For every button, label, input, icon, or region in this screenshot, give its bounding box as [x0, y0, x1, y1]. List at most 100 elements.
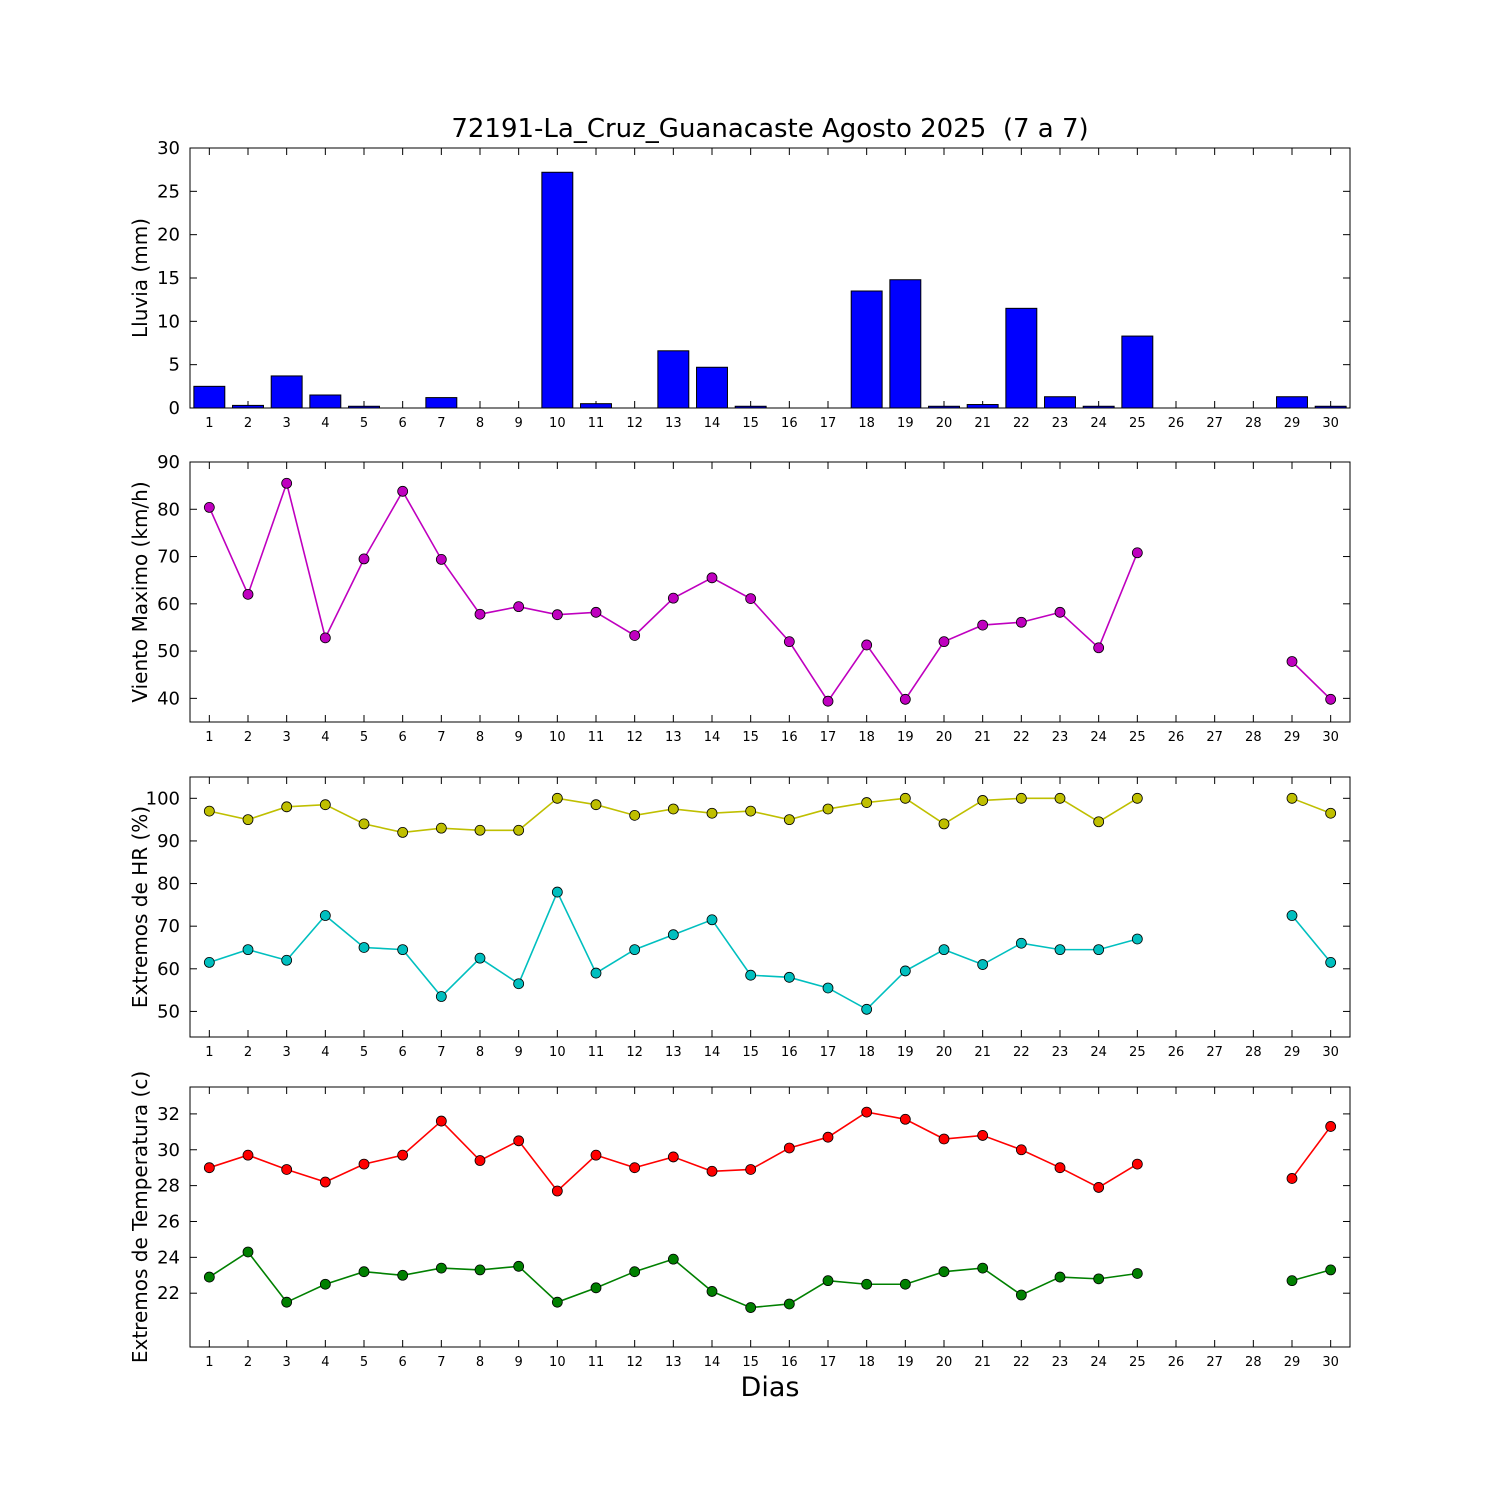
xlabel-dias: Dias — [740, 1372, 800, 1403]
x-tick-label: 12 — [626, 1355, 643, 1370]
hr-maxima-point-day-24 — [1093, 816, 1105, 828]
temperatura-maxima-point-day-5 — [358, 1158, 370, 1170]
x-tick-label: 17 — [820, 416, 837, 431]
x-tick-label: 10 — [549, 416, 566, 431]
x-tick-label: 27 — [1206, 730, 1223, 745]
temperatura-minima-point-day-10 — [551, 1296, 563, 1308]
hr-minima-point-day-24 — [1093, 944, 1105, 956]
temperatura-maxima-point-day-17 — [822, 1131, 834, 1143]
x-tick-label: 9 — [515, 1355, 523, 1370]
x-tick-label: 2 — [244, 1355, 252, 1370]
x-tick-label: 1 — [205, 1045, 213, 1060]
temperatura-maxima-point-day-24 — [1093, 1182, 1105, 1193]
x-tick-label: 5 — [360, 730, 368, 745]
y-tick-label: 28 — [157, 1176, 180, 1197]
x-tick-label: 13 — [665, 416, 682, 431]
hr-minima-line — [1291, 915, 1332, 963]
lluvia-bar-day-23 — [1044, 396, 1076, 409]
x-tick-label: 27 — [1206, 1355, 1223, 1370]
x-tick-label: 24 — [1090, 730, 1107, 745]
x-tick-label: 17 — [820, 1355, 837, 1370]
hr-minima-point-day-11 — [590, 967, 602, 979]
x-tick-label: 16 — [781, 1045, 798, 1060]
x-tick-label: 26 — [1168, 1355, 1185, 1370]
viento-maximo-point-day-8 — [474, 608, 486, 620]
lluvia-bar-day-19 — [889, 279, 922, 409]
viento-maximo-point-day-9 — [513, 601, 525, 613]
temperatura-maxima-point-day-6 — [397, 1149, 409, 1161]
x-tick-label: 3 — [283, 1355, 291, 1370]
hr-minima-point-day-6 — [397, 944, 409, 956]
x-tick-label: 25 — [1129, 730, 1146, 745]
x-tick-label: 20 — [936, 730, 953, 745]
y-tick-label: 80 — [157, 499, 180, 520]
hr-maxima-point-day-14 — [706, 807, 718, 819]
hr-minima-point-day-20 — [938, 944, 950, 956]
x-tick-label: 16 — [781, 730, 798, 745]
viento-maximo-point-day-23 — [1054, 606, 1066, 618]
x-tick-label: 30 — [1322, 1355, 1339, 1370]
hr-minima-point-day-16 — [783, 971, 795, 983]
x-tick-label: 26 — [1168, 1045, 1185, 1060]
temperatura-minima-point-day-12 — [629, 1266, 641, 1278]
x-tick-label: 12 — [626, 1045, 643, 1060]
temperatura-maxima-point-day-14 — [706, 1165, 718, 1177]
x-tick-label: 28 — [1245, 730, 1262, 745]
x-tick-label: 17 — [820, 730, 837, 745]
x-tick-label: 14 — [704, 730, 721, 745]
x-tick-label: 8 — [476, 730, 484, 745]
x-tick-label: 1 — [205, 1355, 213, 1370]
x-tick-label: 5 — [360, 1355, 368, 1370]
x-tick-label: 22 — [1013, 416, 1030, 431]
x-tick-label: 19 — [897, 1045, 914, 1060]
hr-minima-point-day-18 — [861, 1003, 873, 1015]
x-tick-label: 12 — [626, 416, 643, 431]
x-tick-label: 23 — [1052, 730, 1069, 745]
y-tick-label: 70 — [157, 916, 180, 937]
hr-maxima-point-day-5 — [358, 818, 370, 830]
temperatura-maxima-point-day-13 — [667, 1151, 679, 1163]
x-tick-label: 7 — [437, 416, 445, 431]
x-tick-label: 28 — [1245, 1355, 1262, 1370]
y-tick-label: 25 — [157, 181, 180, 202]
viento-maximo-point-day-11 — [590, 606, 602, 618]
x-tick-label: 15 — [742, 1355, 759, 1370]
x-tick-label: 6 — [399, 1355, 407, 1370]
x-tick-label: 20 — [936, 1355, 953, 1370]
x-tick-label: 11 — [588, 730, 605, 745]
hr-maxima-point-day-9 — [513, 824, 525, 836]
viento-maximo-point-day-1 — [203, 501, 215, 513]
temperatura-maxima-point-day-7 — [435, 1115, 447, 1127]
y-tick-label: 50 — [157, 641, 180, 662]
hr-maxima-point-day-30 — [1325, 807, 1337, 819]
hr-maxima-point-day-25 — [1131, 792, 1143, 804]
viento-maximo-point-day-21 — [977, 619, 989, 631]
x-tick-label: 7 — [437, 1045, 445, 1060]
y-tick-label: 5 — [169, 355, 180, 376]
x-tick-label: 29 — [1284, 730, 1301, 745]
hr-minima-point-day-15 — [745, 969, 757, 981]
y-tick-label: 0 — [169, 398, 180, 419]
x-tick-label: 22 — [1013, 730, 1030, 745]
x-tick-label: 14 — [704, 1045, 721, 1060]
hr-minima-point-day-2 — [242, 944, 254, 956]
temperatura-maxima-point-day-30 — [1325, 1121, 1337, 1132]
hr-maxima-line — [1291, 797, 1331, 814]
temperatura-maxima-point-day-16 — [783, 1142, 795, 1154]
hr-minima-point-day-7 — [435, 991, 447, 1002]
x-tick-label: 20 — [936, 1045, 953, 1060]
temperatura-minima-point-day-15 — [745, 1302, 757, 1313]
viento-maximo-point-day-5 — [358, 553, 370, 565]
y-tick-label: 50 — [157, 1001, 180, 1022]
x-tick-label: 21 — [974, 730, 991, 745]
x-tick-label: 29 — [1284, 416, 1301, 431]
x-tick-label: 11 — [588, 1045, 605, 1060]
x-tick-label: 29 — [1284, 1045, 1301, 1060]
y-tick-label: 30 — [157, 138, 180, 159]
x-tick-label: 14 — [704, 416, 721, 431]
viento-maximo-point-day-18 — [861, 639, 873, 651]
hr-maxima-point-day-2 — [242, 814, 254, 826]
x-tick-label: 9 — [515, 1045, 523, 1060]
x-tick-label: 6 — [399, 416, 407, 431]
x-tick-label: 1 — [205, 416, 213, 431]
